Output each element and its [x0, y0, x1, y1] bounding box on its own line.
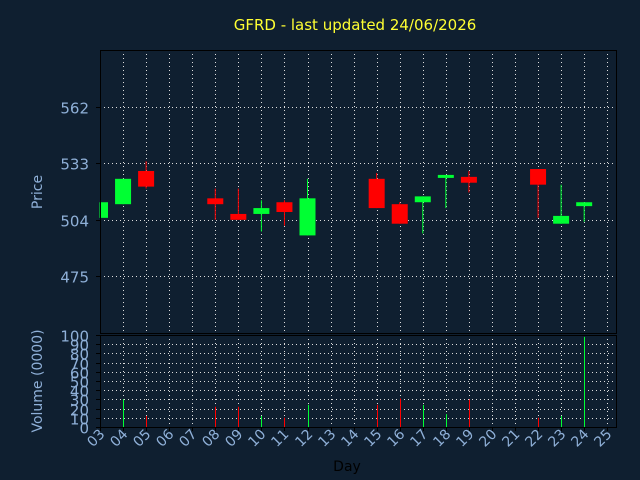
candle-body	[576, 202, 593, 207]
chart-title: GFRD - last updated 24/06/2026	[234, 16, 477, 34]
day-axis-ticks: 03 04 05 06 07 08 09 10 11 12 13 14 15 16 17 18 19 20 21 22…	[84, 426, 615, 450]
volume-tick-label: 30	[70, 392, 89, 410]
price-axis-label: Price	[30, 175, 46, 209]
day-tick-label: 04	[107, 426, 131, 450]
candle	[253, 200, 270, 232]
candle	[460, 171, 477, 193]
candle-body	[299, 198, 316, 236]
day-axis-label: Day	[333, 459, 361, 475]
candle-body	[437, 174, 454, 178]
day-tick-label: 21	[499, 427, 523, 451]
candle-body	[391, 204, 408, 224]
day-tick-label: 13	[315, 427, 339, 451]
price-axis-ticks: 475 504 533 562	[60, 100, 100, 287]
candle-body	[553, 215, 570, 224]
candle-body	[530, 169, 547, 185]
price-grid	[100, 50, 616, 333]
plot-frames	[100, 50, 617, 428]
candle	[391, 202, 408, 224]
candle-body	[230, 213, 247, 220]
day-tick-label: 07	[176, 427, 200, 451]
day-tick-label: 19	[453, 427, 477, 451]
day-tick-label: 16	[384, 426, 408, 450]
day-tick-label: 20	[476, 427, 500, 451]
volume-bars-layer	[123, 336, 585, 427]
price-tick-label: 504	[60, 213, 89, 231]
day-tick-label: 10	[245, 427, 269, 451]
volume-tick-label: 70	[70, 356, 89, 374]
volume-tick-label: 50	[70, 374, 89, 392]
volume-plot-frame	[100, 335, 617, 428]
day-tick-label: 23	[545, 427, 569, 451]
volume-tick-label: 40	[70, 383, 89, 401]
day-tick-label: 17	[407, 427, 431, 451]
volume-axis-label: Volume (0000)	[30, 329, 46, 432]
day-tick-label: 14	[338, 426, 362, 450]
candle-body	[253, 208, 270, 214]
volume-tick-label: 60	[70, 365, 89, 383]
day-tick-label: 25	[591, 427, 615, 451]
volume-tick-label: 80	[70, 346, 89, 364]
day-tick-label: 15	[361, 427, 385, 451]
candle-body	[276, 202, 293, 212]
candle-body	[414, 196, 431, 203]
day-tick-label: 11	[268, 427, 292, 451]
candle-body	[207, 198, 224, 205]
candle	[437, 174, 454, 209]
candle	[207, 188, 224, 220]
day-tick-label: 08	[199, 427, 223, 451]
day-tick-label: 24	[568, 426, 592, 450]
candle	[276, 200, 293, 226]
candle-body	[460, 176, 477, 183]
candle	[414, 196, 431, 234]
day-tick-label: 18	[430, 427, 454, 451]
candle	[299, 178, 316, 236]
day-tick-label: 12	[292, 427, 316, 451]
candle	[230, 188, 247, 220]
candle	[553, 184, 570, 224]
candle-body	[368, 178, 385, 209]
candle	[138, 161, 155, 189]
volume-tick-label: 10	[70, 411, 89, 429]
day-tick-label: 06	[153, 426, 177, 450]
day-tick-label: 22	[522, 427, 546, 451]
candle-body	[115, 178, 132, 205]
price-plot-frame	[100, 50, 617, 334]
candle	[368, 172, 385, 209]
volume-grid	[100, 335, 616, 428]
candle	[530, 169, 547, 218]
candle-body	[138, 171, 155, 187]
price-tick-label: 562	[60, 100, 89, 118]
price-tick-label: 475	[60, 269, 89, 287]
volume-tick-label: 100	[60, 328, 89, 346]
price-tick-label: 533	[60, 156, 89, 174]
volume-tick-label: 0	[79, 420, 89, 438]
candles-layer	[99, 161, 593, 236]
volume-tick-label: 20	[70, 402, 89, 420]
candle-body	[100, 202, 108, 218]
volume-tick-label: 90	[70, 337, 89, 355]
candle	[115, 178, 132, 205]
day-tick-label: 05	[130, 427, 154, 451]
candle	[576, 202, 593, 222]
day-tick-label: 09	[222, 427, 246, 451]
candle	[99, 202, 108, 218]
